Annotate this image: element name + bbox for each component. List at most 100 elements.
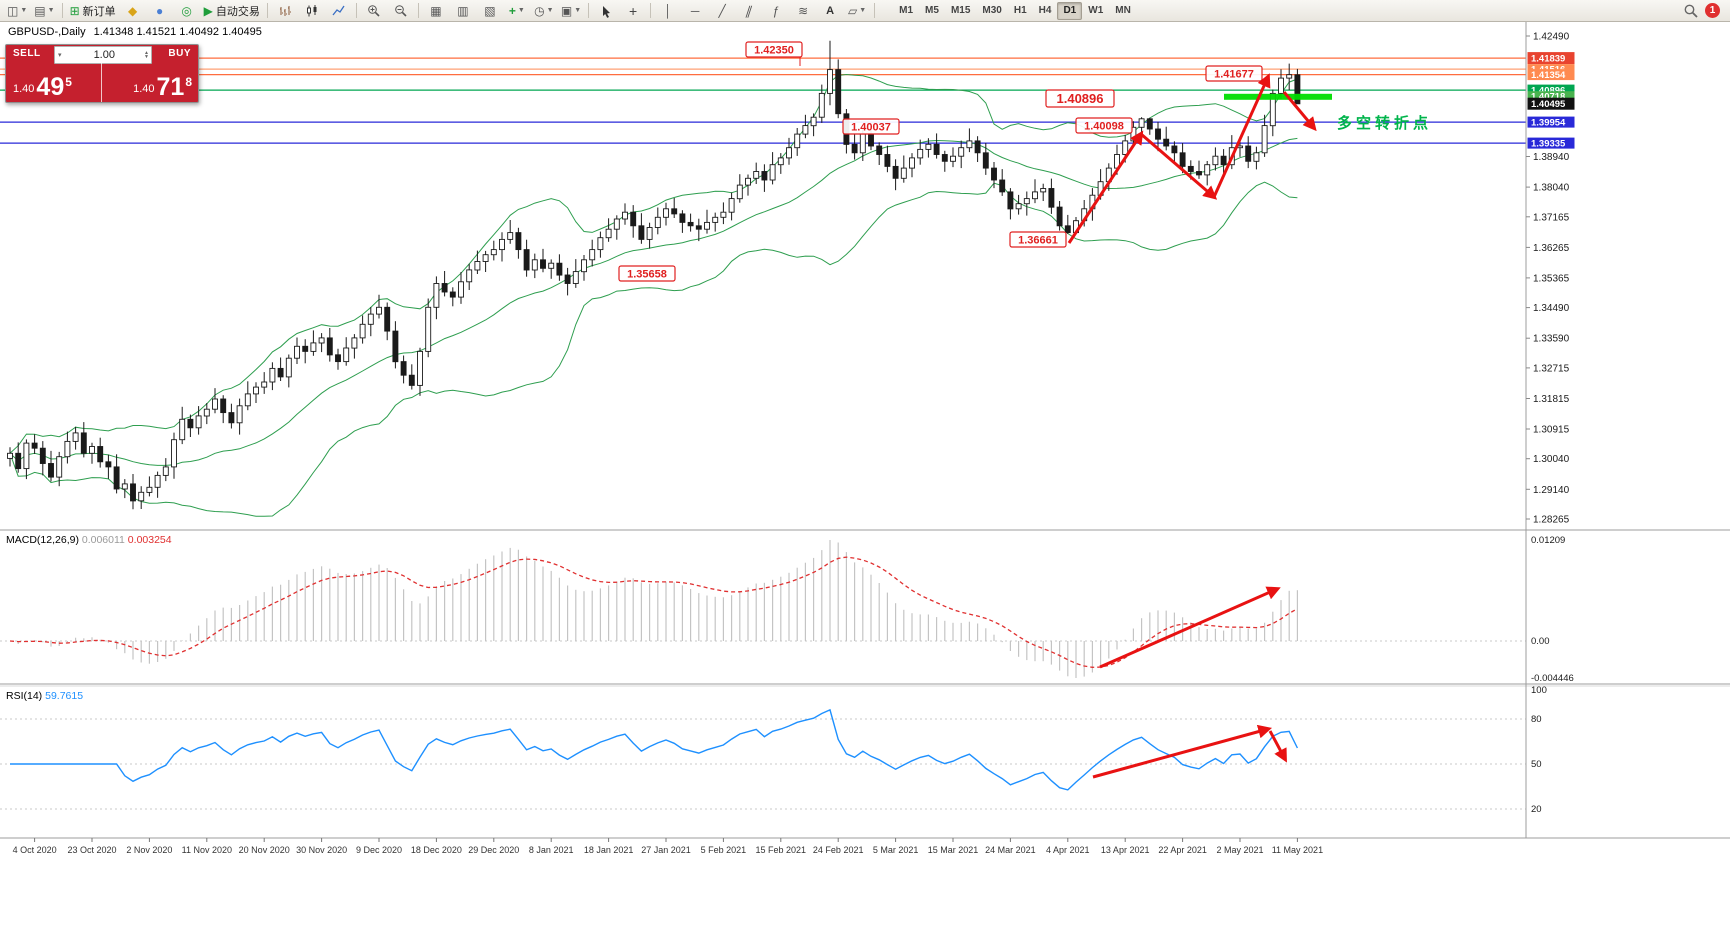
templates-button[interactable]: ▣ ▼ <box>558 2 584 20</box>
line-chart-icon <box>332 5 345 15</box>
volume-value: 1.00 <box>93 49 115 61</box>
tile-windows-button[interactable]: ▦ <box>423 2 449 20</box>
search-icon[interactable] <box>1683 3 1699 19</box>
add-indicator-icon: + <box>508 3 516 18</box>
svg-text:20: 20 <box>1531 804 1542 815</box>
template-icon: ▣ <box>560 3 573 18</box>
sell-price-big: 49 <box>36 73 65 101</box>
community-button[interactable]: ● <box>147 2 173 20</box>
bar-chart-icon <box>279 5 291 16</box>
waves-icon: ≋ <box>798 3 809 18</box>
buy-button[interactable]: 1.40 71 8 <box>133 73 192 101</box>
notification-badge[interactable]: 1 <box>1705 3 1720 18</box>
svg-text:1.34490: 1.34490 <box>1533 303 1570 314</box>
volume-spinner-icons[interactable]: ▲ ▼ <box>144 50 149 60</box>
svg-text:1.41677: 1.41677 <box>1214 69 1254 81</box>
tf-d1-button[interactable]: D1 <box>1057 1 1083 20</box>
chevron-down-icon: ▼ <box>859 7 867 14</box>
svg-text:15 Feb 2021: 15 Feb 2021 <box>756 845 807 855</box>
arrange-windows-button[interactable]: ▧ <box>477 2 503 20</box>
rsi-header-label: RSI(14) 59.7615 <box>6 690 83 702</box>
buy-price-sup: 8 <box>185 75 192 89</box>
chevron-down-icon: ▼ <box>546 7 554 14</box>
hline-tool-button[interactable]: ─ <box>682 2 708 20</box>
svg-text:22 Apr 2021: 22 Apr 2021 <box>1158 845 1207 855</box>
indicators-button[interactable]: + ▼ <box>504 2 530 20</box>
buy-price-big: 71 <box>156 73 185 101</box>
volume-stepper[interactable]: ▾ 1.00 ▲ ▼ <box>54 46 152 64</box>
svg-text:1.33590: 1.33590 <box>1533 334 1570 345</box>
tf-m30-button[interactable]: M30 <box>982 5 1002 16</box>
new-chart-icon: ◫ <box>7 3 19 18</box>
fibonacci-tool-button[interactable]: ƒ <box>763 2 789 20</box>
svg-text:15 Mar 2021: 15 Mar 2021 <box>928 845 979 855</box>
mql5-button[interactable]: ◆ <box>120 2 146 20</box>
svg-text:1.40718: 1.40718 <box>1531 91 1565 102</box>
profiles-button[interactable]: ▤ ▼ <box>31 2 57 20</box>
time-axis[interactable]: 4 Oct 2020 23 Oct 2020 2 Nov 2020 11 Nov 20… <box>13 838 1324 855</box>
price-scale[interactable]: 1.42490 1.38940 1.38040 1.37165 1.36265 1.353… <box>1526 32 1575 816</box>
turning-point-note: 多空转折点 <box>1337 114 1432 132</box>
tf-w1-button[interactable]: W1 <box>1088 5 1104 16</box>
svg-text:29 Dec 2020: 29 Dec 2020 <box>468 845 519 855</box>
tf-m5-button[interactable]: M5 <box>925 5 939 16</box>
tf-h4-button[interactable]: H4 <box>1038 5 1052 16</box>
trendline-tool-button[interactable]: ╱ <box>709 2 735 20</box>
svg-text:23 Oct 2020: 23 Oct 2020 <box>67 845 116 855</box>
svg-text:18 Jan 2021: 18 Jan 2021 <box>584 845 634 855</box>
tf-h1-button[interactable]: H1 <box>1013 5 1027 16</box>
shapes-tool-button[interactable]: ▱ ▼ <box>844 2 870 20</box>
panel-separators <box>0 22 1730 839</box>
sell-button[interactable]: 1.40 49 5 <box>13 73 72 101</box>
svg-text:20 Nov 2020: 20 Nov 2020 <box>239 845 290 855</box>
toolbar-separator <box>417 3 419 18</box>
chart-canvas[interactable]: 1.42350 1.41677 1.40896 1.40037 1.40098 1.366… <box>0 22 1730 943</box>
channel-tool-button[interactable]: ∥ <box>736 2 762 20</box>
svg-text:1.41839: 1.41839 <box>1531 53 1565 64</box>
tf-mn-button[interactable]: MN <box>1115 5 1131 16</box>
svg-text:8 Jan 2021: 8 Jan 2021 <box>529 845 574 855</box>
svg-text:1.40896: 1.40896 <box>1057 91 1104 106</box>
cursor-tool-button[interactable] <box>593 2 619 20</box>
tf-m15-button[interactable]: M15 <box>950 5 971 16</box>
autotrade-button[interactable]: ▶ 自动交易 <box>201 2 263 20</box>
toolbar-separator <box>650 3 652 18</box>
tf-m1-button[interactable]: M1 <box>899 5 914 16</box>
text-tool-button[interactable]: A <box>817 2 843 20</box>
main-toolbar: ◫ ▼ ▤ ▼ ⊞ 新订单 ◆ ● ◎ ▶ 自动交易 ▦ <box>0 0 1730 22</box>
macd-panel <box>0 540 1526 678</box>
svg-text:1.35365: 1.35365 <box>1533 273 1570 284</box>
svg-text:1.31815: 1.31815 <box>1533 394 1570 405</box>
price-flag-labels-layer: 1.42350 1.41677 1.40896 1.40037 1.40098 1.366… <box>618 41 1263 282</box>
buy-button-label: BUY <box>168 48 191 59</box>
zoom-out-button[interactable] <box>388 2 414 20</box>
crosshair-tool-button[interactable]: + <box>620 2 646 20</box>
timeframe-toolbar: M1 M5 M15 M30 H1 H4 D1 W1 MN <box>893 1 1137 20</box>
period-button[interactable]: ◷ ▼ <box>531 2 557 20</box>
new-chart-button[interactable]: ◫ ▼ <box>4 2 30 20</box>
alerts-button[interactable]: ◎ <box>174 2 200 20</box>
bar-chart-mode-button[interactable] <box>272 2 298 20</box>
autotrade-play-icon: ▶ <box>203 3 213 18</box>
clock-icon: ◷ <box>534 3 545 18</box>
svg-text:1.41354: 1.41354 <box>1531 70 1566 81</box>
toolbar-separator <box>874 3 876 18</box>
new-order-label: 新订单 <box>82 5 116 18</box>
zoom-in-button[interactable] <box>361 2 387 20</box>
new-order-button[interactable]: ⊞ 新订单 <box>67 2 119 20</box>
svg-text:-0.004446: -0.004446 <box>1531 673 1574 684</box>
svg-text:1.36265: 1.36265 <box>1533 243 1570 254</box>
cascade-windows-button[interactable]: ▥ <box>450 2 476 20</box>
candle-chart-mode-button[interactable] <box>299 2 325 20</box>
profiles-icon: ▤ <box>34 3 46 18</box>
svg-text:1.36661: 1.36661 <box>1018 235 1058 247</box>
vline-tool-button[interactable]: │ <box>655 2 681 20</box>
line-chart-mode-button[interactable] <box>326 2 352 20</box>
waves-tool-button[interactable]: ≋ <box>790 2 816 20</box>
svg-text:11 Nov 2020: 11 Nov 2020 <box>182 845 232 855</box>
cursor-icon <box>603 5 611 18</box>
svg-text:1.40098: 1.40098 <box>1084 121 1124 133</box>
zoom-in-icon <box>368 4 380 17</box>
chevron-down-icon: ▼ <box>517 7 525 14</box>
